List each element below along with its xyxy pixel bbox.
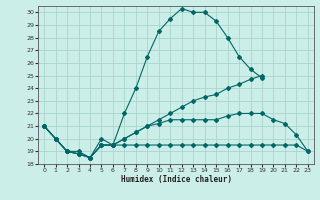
X-axis label: Humidex (Indice chaleur): Humidex (Indice chaleur): [121, 175, 231, 184]
